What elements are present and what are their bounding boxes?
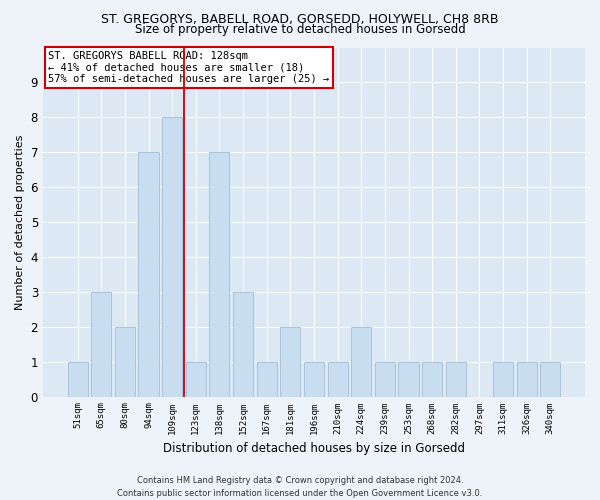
Bar: [257, 362, 277, 396]
Text: ST. GREGORYS, BABELL ROAD, GORSEDD, HOLYWELL, CH8 8RB: ST. GREGORYS, BABELL ROAD, GORSEDD, HOLY…: [101, 12, 499, 26]
Bar: [422, 362, 442, 396]
Bar: [304, 362, 324, 396]
Bar: [446, 362, 466, 396]
Text: ST. GREGORYS BABELL ROAD: 128sqm
← 41% of detached houses are smaller (18)
57% o: ST. GREGORYS BABELL ROAD: 128sqm ← 41% o…: [49, 51, 329, 84]
Bar: [375, 362, 395, 396]
Bar: [540, 362, 560, 396]
Bar: [115, 326, 135, 396]
Bar: [186, 362, 206, 396]
Bar: [209, 152, 229, 396]
Bar: [233, 292, 253, 397]
Text: Size of property relative to detached houses in Gorsedd: Size of property relative to detached ho…: [134, 22, 466, 36]
Y-axis label: Number of detached properties: Number of detached properties: [15, 134, 25, 310]
Bar: [351, 326, 371, 396]
Bar: [280, 326, 301, 396]
Bar: [517, 362, 537, 396]
Bar: [398, 362, 419, 396]
Bar: [162, 118, 182, 396]
Bar: [328, 362, 347, 396]
X-axis label: Distribution of detached houses by size in Gorsedd: Distribution of detached houses by size …: [163, 442, 465, 455]
Bar: [91, 292, 111, 397]
Text: Contains HM Land Registry data © Crown copyright and database right 2024.
Contai: Contains HM Land Registry data © Crown c…: [118, 476, 482, 498]
Bar: [139, 152, 158, 396]
Bar: [68, 362, 88, 396]
Bar: [493, 362, 513, 396]
